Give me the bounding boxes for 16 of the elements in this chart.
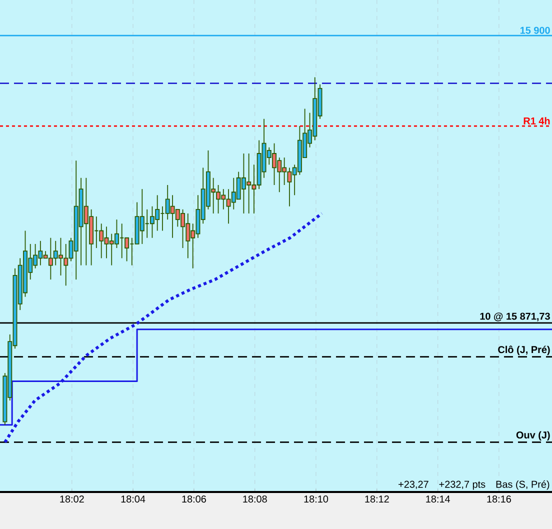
x-tick-label: 18:10 [304,496,328,503]
x-tick-label: 18:16 [487,496,511,503]
ref-line-label: R1 4h [524,117,550,124]
x-tick-label: 18:04 [121,496,146,503]
x-tick-label: 18:12 [365,496,389,503]
ref-line-label: Ouv (J) [516,431,550,440]
x-tick-label: 18:06 [182,496,206,503]
annotation: +23,27 [398,480,428,490]
x-tick-label: 18:02 [60,496,84,503]
ref-line-label: 10 @ 15 871,73 [480,312,550,322]
x-tick-label: 18:08 [243,496,267,503]
ref-line-label: Clô (J, Pré) [498,346,550,356]
annotation: Bas (S, Pré) [496,480,550,490]
ref-line-label: 15 900 [520,26,550,34]
annotation: +232,7 pts [439,480,486,490]
x-tick-label: 18:14 [426,496,450,503]
